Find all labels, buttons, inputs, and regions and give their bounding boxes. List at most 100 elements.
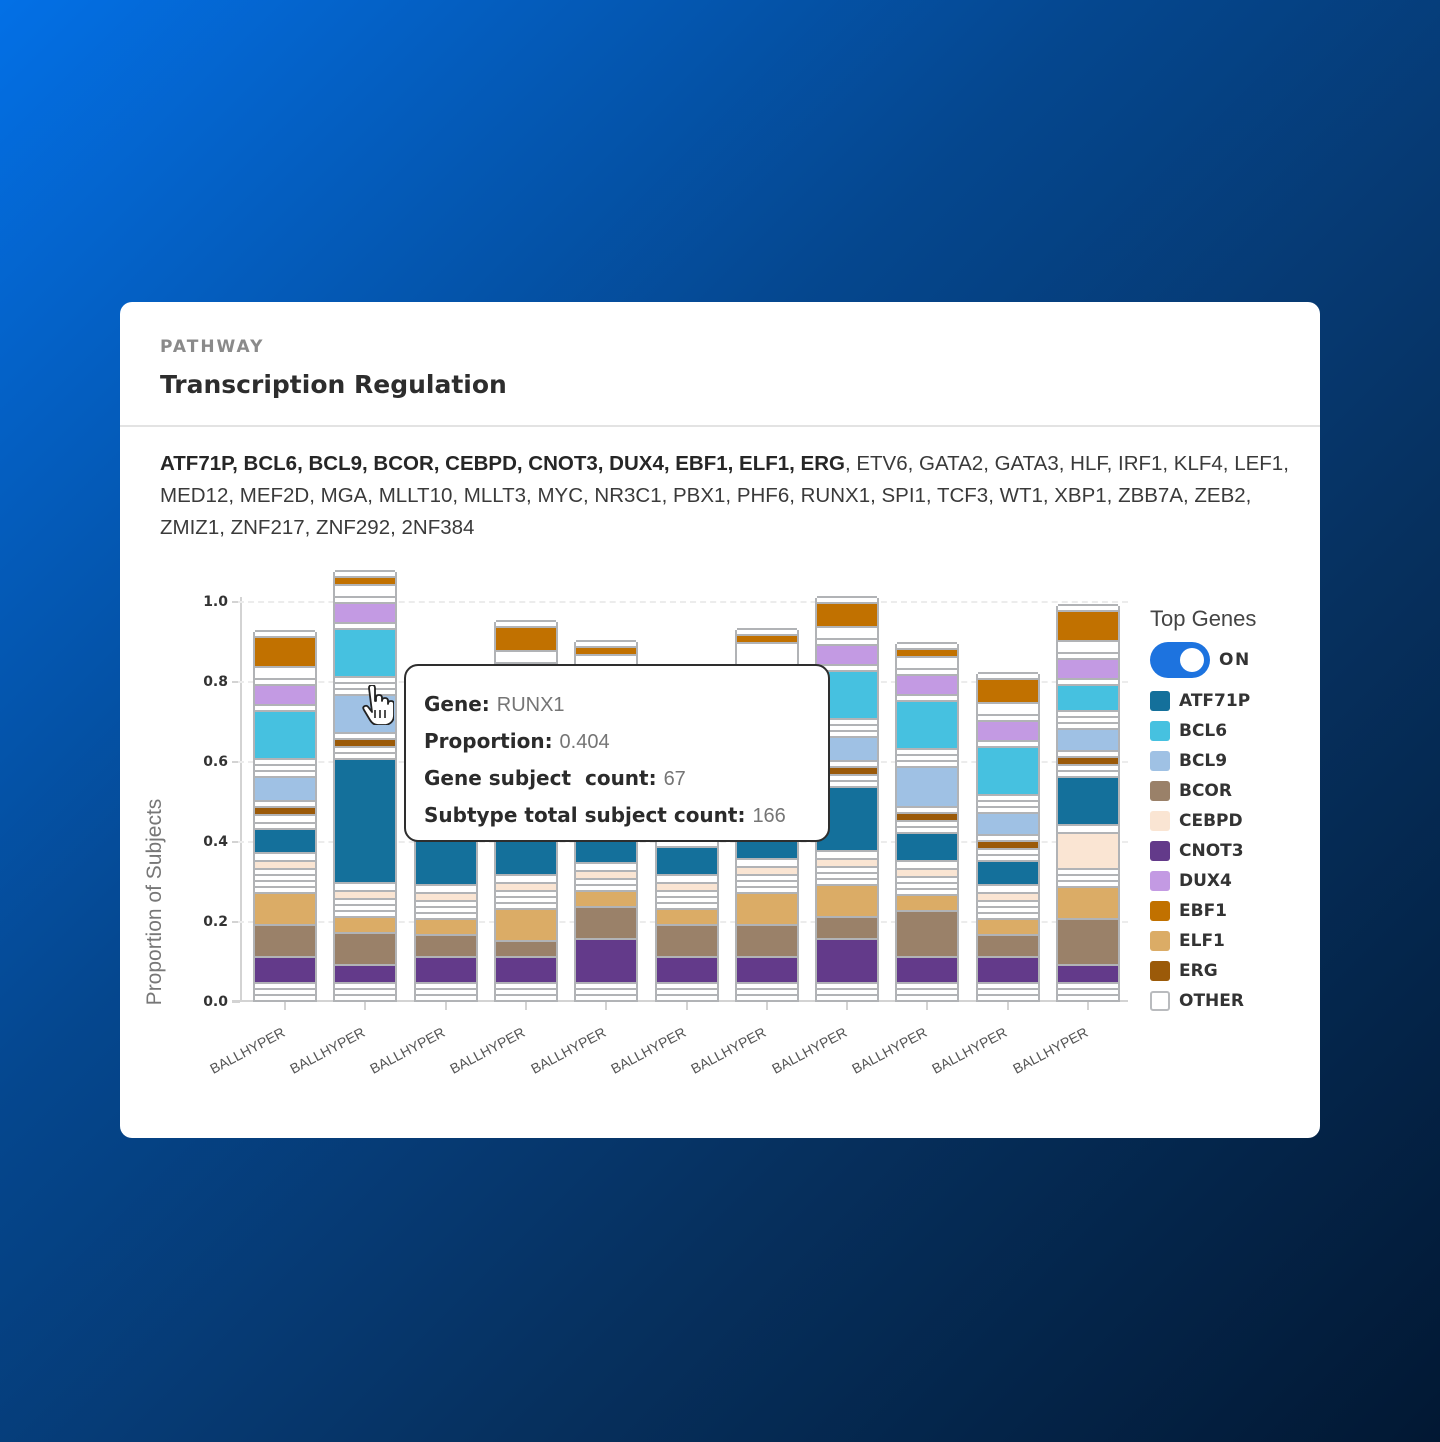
bar-segment-cnot3[interactable] <box>576 938 637 982</box>
bar-segment-other[interactable] <box>335 676 396 682</box>
bar-segment-other[interactable] <box>1058 880 1118 886</box>
legend-item-bcl6[interactable]: BCL6 <box>1150 716 1256 746</box>
bar-segment-bcor[interactable] <box>495 940 556 956</box>
bar-segment-atf71p[interactable] <box>656 846 717 874</box>
bar-segment-elf1[interactable] <box>656 908 717 924</box>
bar-segment-other[interactable] <box>335 910 396 916</box>
bar-segment-other[interactable] <box>576 988 637 994</box>
bar-segment-cnot3[interactable] <box>817 938 878 982</box>
bar-segment-other[interactable] <box>335 732 396 738</box>
bar-segment-other[interactable] <box>1058 874 1118 880</box>
bar-segment-other[interactable] <box>335 994 396 1000</box>
bar-segment-other[interactable] <box>255 822 315 828</box>
bar-segment-other[interactable] <box>495 982 556 988</box>
bar-segment-other[interactable] <box>897 806 958 812</box>
bar-segment-other[interactable] <box>495 902 556 908</box>
bar-segment-other[interactable] <box>255 704 315 710</box>
bar-segment-other[interactable] <box>817 730 878 736</box>
bar-segment-other[interactable] <box>977 834 1038 840</box>
bar-segment-other[interactable] <box>255 852 315 860</box>
bar-segment-other[interactable] <box>335 682 396 688</box>
bar-segment-cnot3[interactable] <box>897 956 958 982</box>
bar-segment-other[interactable] <box>255 886 315 892</box>
bar-segment-elf1[interactable] <box>977 918 1038 934</box>
bar-segment-other[interactable] <box>977 884 1038 892</box>
bar-segment-other[interactable] <box>495 620 556 626</box>
bar-segment-ebf1[interactable] <box>335 576 396 584</box>
bar-segment-other[interactable] <box>255 868 315 874</box>
bar-segment-other[interactable] <box>977 854 1038 860</box>
legend-item-bcl9[interactable]: BCL9 <box>1150 746 1256 776</box>
bar-segment-other[interactable] <box>897 820 958 826</box>
bar-segment-other[interactable] <box>977 702 1038 714</box>
bar-segment-other[interactable] <box>1058 716 1118 722</box>
bar-segment-other[interactable] <box>576 862 637 870</box>
bar-segment-other[interactable] <box>817 596 878 602</box>
bar-segment-other[interactable] <box>817 718 878 724</box>
bar-segment-erg[interactable] <box>817 766 878 774</box>
stacked-bar[interactable] <box>333 570 398 1002</box>
bar-segment-bcor[interactable] <box>335 932 396 964</box>
bar-segment-bcor[interactable] <box>415 934 476 956</box>
bar-segment-other[interactable] <box>897 642 958 648</box>
legend-item-cnot3[interactable]: CNOT3 <box>1150 836 1256 866</box>
bar-segment-bcor[interactable] <box>897 910 958 956</box>
bar-segment-other[interactable] <box>255 770 315 776</box>
bar-segment-other[interactable] <box>1058 750 1118 756</box>
bar-segment-ebf1[interactable] <box>1058 610 1118 640</box>
bar-segment-other[interactable] <box>255 630 315 636</box>
bar-segment-other[interactable] <box>1058 770 1118 776</box>
bar-segment-other[interactable] <box>817 664 878 670</box>
bar-segment-other[interactable] <box>817 872 878 878</box>
bar-segment-elf1[interactable] <box>415 918 476 934</box>
bar-segment-bcl6[interactable] <box>335 628 396 676</box>
bar-segment-cebpd[interactable] <box>495 882 556 890</box>
bar-segment-other[interactable] <box>736 886 797 892</box>
bar-segment-other[interactable] <box>977 672 1038 678</box>
bar-segment-other[interactable] <box>977 806 1038 812</box>
bar-segment-other[interactable] <box>977 906 1038 912</box>
bar-segment-other[interactable] <box>977 900 1038 906</box>
bar-segment-other[interactable] <box>335 596 396 602</box>
bar-segment-other[interactable] <box>255 994 315 1000</box>
bar-segment-other[interactable] <box>255 874 315 880</box>
bar-segment-other[interactable] <box>736 858 797 866</box>
bar-segment-other[interactable] <box>415 988 476 994</box>
bar-segment-elf1[interactable] <box>897 894 958 910</box>
bar-segment-other[interactable] <box>255 800 315 806</box>
bar-segment-other[interactable] <box>495 988 556 994</box>
bar-segment-dux4[interactable] <box>255 684 315 704</box>
bar-segment-other[interactable] <box>495 874 556 882</box>
bar-segment-cebpd[interactable] <box>1058 832 1118 868</box>
bar-segment-other[interactable] <box>736 874 797 880</box>
bar-segment-other[interactable] <box>977 994 1038 1000</box>
legend-item-atf71p[interactable]: ATF71P <box>1150 686 1256 716</box>
bar-segment-other[interactable] <box>495 890 556 896</box>
top-genes-toggle[interactable] <box>1150 642 1210 678</box>
bar-segment-other[interactable] <box>817 724 878 730</box>
bar-segment-ebf1[interactable] <box>897 648 958 656</box>
bar-segment-dux4[interactable] <box>897 674 958 694</box>
bar-segment-bcor[interactable] <box>255 924 315 956</box>
bar-segment-other[interactable] <box>897 760 958 766</box>
bar-segment-other[interactable] <box>335 622 396 628</box>
bar-segment-other[interactable] <box>977 988 1038 994</box>
bar-segment-other[interactable] <box>255 814 315 822</box>
bar-segment-bcor[interactable] <box>576 906 637 938</box>
bar-segment-other[interactable] <box>817 774 878 780</box>
bar-segment-other[interactable] <box>1058 764 1118 770</box>
bar-segment-cnot3[interactable] <box>495 956 556 982</box>
bar-segment-other[interactable] <box>576 982 637 988</box>
bar-segment-other[interactable] <box>977 714 1038 720</box>
bar-segment-other[interactable] <box>1058 988 1118 994</box>
bar-segment-other[interactable] <box>897 694 958 700</box>
bar-segment-other[interactable] <box>897 876 958 882</box>
bar-segment-other[interactable] <box>977 794 1038 800</box>
bar-segment-atf71p[interactable] <box>977 860 1038 884</box>
bar-segment-other[interactable] <box>1058 994 1118 1000</box>
bar-segment-other[interactable] <box>335 904 396 910</box>
bar-segment-other[interactable] <box>255 982 315 988</box>
bar-segment-other[interactable] <box>897 988 958 994</box>
bar-segment-erg[interactable] <box>1058 756 1118 764</box>
bar-segment-dux4[interactable] <box>977 720 1038 740</box>
